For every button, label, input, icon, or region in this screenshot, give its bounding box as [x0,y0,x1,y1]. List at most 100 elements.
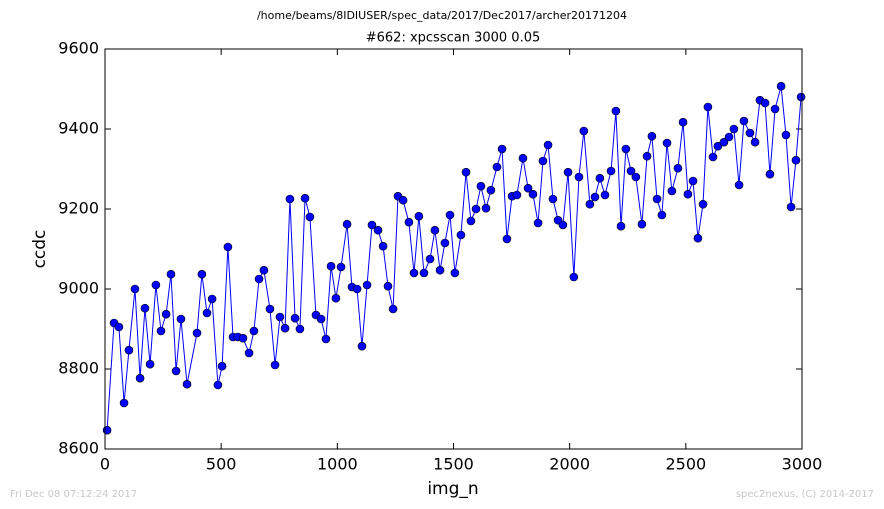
data-point [683,189,693,199]
data-point [445,210,455,220]
data-point [543,140,553,150]
x-tick-label: 0 [100,455,110,474]
data-point [563,167,573,177]
data-point [611,106,621,116]
x-tick-label: 3000 [782,455,823,474]
data-point [776,81,786,91]
data-point [497,144,507,154]
data-point [476,181,486,191]
data-point [724,132,734,142]
data-point [760,98,770,108]
data-point [703,102,713,112]
data-point [259,265,269,275]
x-axis-label: img_n [427,479,478,499]
data-point [362,280,372,290]
data-point [213,380,223,390]
data-point [708,152,718,162]
data-point [367,220,377,230]
data-point [151,280,161,290]
data-point [558,220,568,230]
data-point [425,254,435,264]
data-point [182,379,192,389]
data-point [569,272,579,282]
data-point [796,92,806,102]
data-line [106,86,802,431]
data-point [466,216,476,226]
y-tick-label: 9000 [58,279,99,298]
data-point [673,163,683,173]
y-tick-label: 9600 [58,39,99,58]
data-point [729,124,739,134]
data-point [435,265,445,275]
footer-right: spec2nexus, (C) 2014-2017 [736,489,874,500]
data-point [626,166,636,176]
data-point [662,138,672,148]
data-point [637,219,647,229]
data-point [280,323,290,333]
data-point [750,137,760,147]
data-point [606,166,616,176]
data-point [502,234,512,244]
data-point [419,268,429,278]
data-point [590,192,600,202]
data-point [688,176,698,186]
data-point [719,137,729,147]
data-point [316,314,326,324]
x-tick-label: 1000 [317,455,358,474]
data-point [161,309,171,319]
data-point [285,194,295,204]
data-point [739,116,749,126]
data-point [461,167,471,177]
data-point [197,269,207,279]
data-point [140,303,150,313]
data-point [102,425,112,435]
data-point [693,233,703,243]
data-point [265,304,275,314]
footer-left: Fri Dec 08 07:12:24 2017 [10,489,137,500]
data-point [647,131,657,141]
data-point [305,212,315,222]
data-point [300,193,310,203]
data-point [512,190,522,200]
data-point [352,284,362,294]
data-point [450,268,460,278]
x-tick-label: 1500 [433,455,474,474]
data-point [114,322,124,332]
x-tick-label: 500 [206,455,237,474]
data-point [579,126,589,136]
data-point [698,199,708,209]
data-point [270,360,280,370]
data-point [678,117,688,127]
data-point [202,308,212,318]
y-tick-label: 8800 [58,359,99,378]
data-point [518,153,528,163]
data-point [657,210,667,220]
data-point [574,172,584,182]
data-point [223,242,233,252]
data-point [528,189,538,199]
data-point [176,314,186,324]
data-point [373,225,383,235]
chart-title: /home/beams/8IDIUSER/spec_data/2017/Dec2… [257,9,627,22]
y-tick-label: 9400 [58,119,99,138]
data-point [533,218,543,228]
data-point [765,169,775,179]
data-point [207,294,217,304]
data-point [192,328,202,338]
chart-subtitle: #662: xpcsscan 3000 0.05 [366,31,541,46]
data-point [119,398,129,408]
data-point [414,211,424,221]
data-point [388,304,398,314]
data-point [331,293,341,303]
data-point [321,334,331,344]
data-point [585,199,595,209]
data-point [145,359,155,369]
data-point [404,217,414,227]
data-point [238,333,248,343]
x-tick-label: 2500 [665,455,706,474]
data-point [667,186,677,196]
data-point [383,281,393,291]
data-point [781,130,791,140]
data-point [171,366,181,376]
